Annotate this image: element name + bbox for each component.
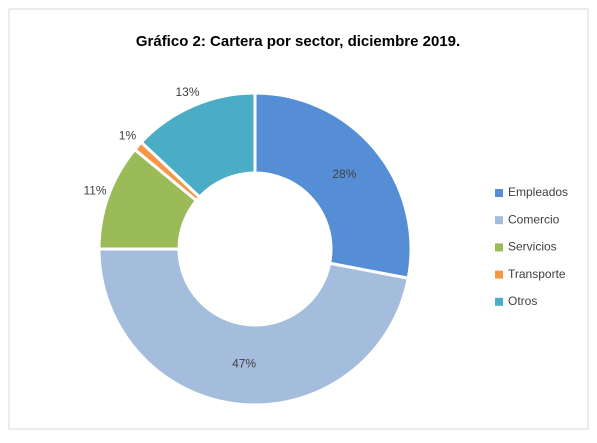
legend-swatch	[495, 297, 503, 306]
legend-swatch	[495, 189, 503, 197]
legend-swatch	[495, 270, 503, 279]
data-label: 28%	[332, 167, 356, 181]
legend-label: Comercio	[508, 212, 560, 226]
donut-slice	[139, 91, 257, 200]
donut-slice	[97, 247, 410, 407]
legend-label: Servicios	[508, 240, 557, 254]
data-label: 1%	[119, 129, 137, 143]
legend-label: Otros	[508, 294, 537, 308]
data-label: 47%	[232, 357, 256, 371]
legend-swatch	[495, 243, 503, 252]
data-label: 13%	[175, 85, 199, 99]
chart-title: Gráfico 2: Cartera por sector, diciembre…	[136, 33, 460, 50]
legend-swatch	[495, 216, 503, 225]
legend-label: Empleados	[508, 185, 568, 199]
donut-slice	[253, 91, 413, 280]
data-label: 11%	[83, 184, 106, 198]
legend-label: Transporte	[508, 267, 566, 281]
